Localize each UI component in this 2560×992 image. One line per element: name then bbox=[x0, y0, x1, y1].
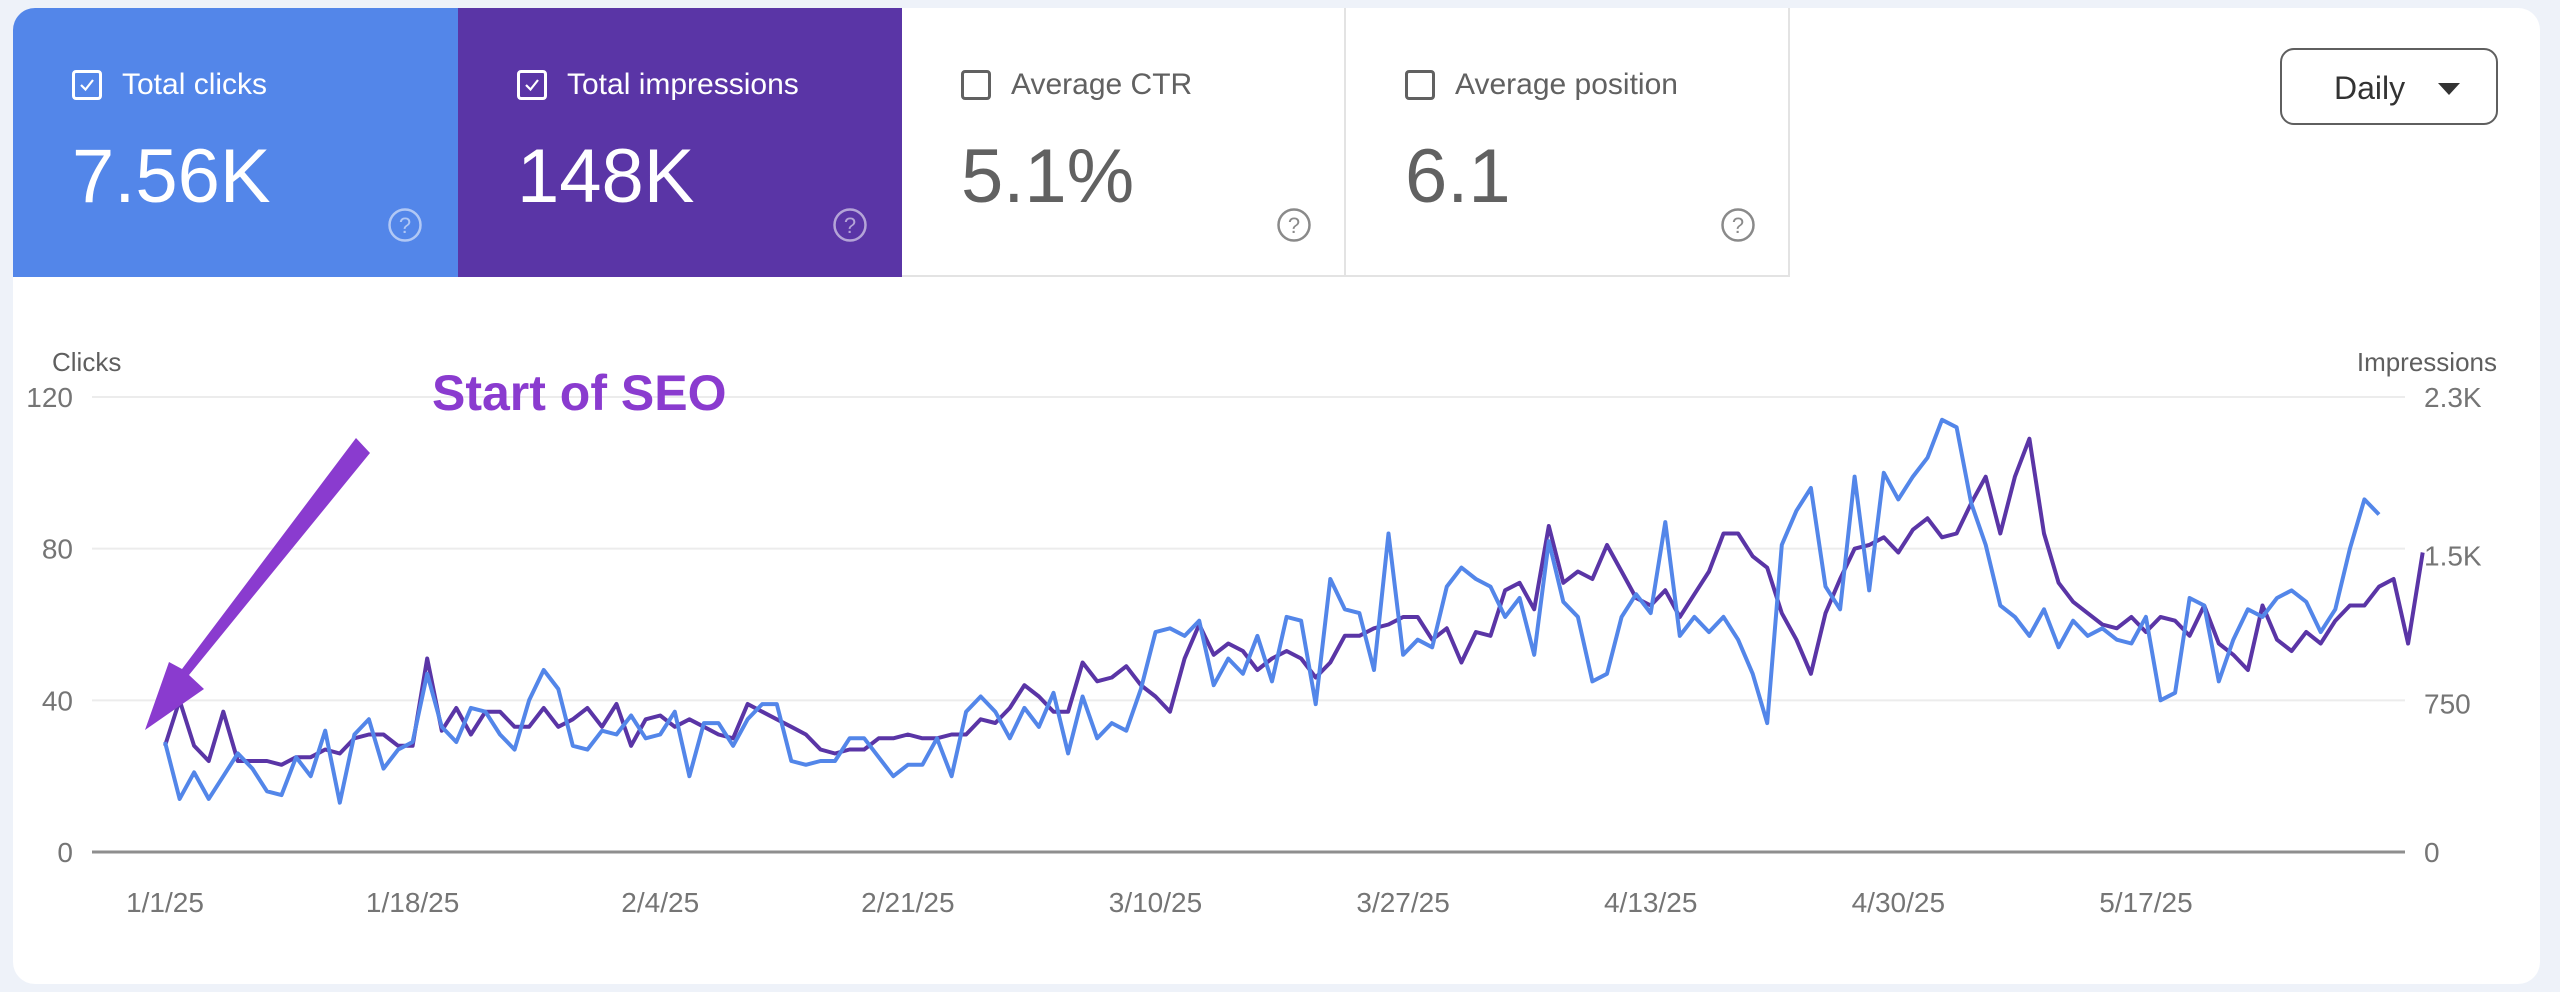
y-left-axis-title: Clicks bbox=[52, 347, 121, 377]
x-tick-label: 3/27/25 bbox=[1356, 887, 1449, 918]
svg-text:?: ? bbox=[844, 213, 856, 238]
svg-text:?: ? bbox=[1732, 213, 1744, 238]
metric-card-total-impressions[interactable]: Total impressions 148K ? bbox=[458, 8, 902, 277]
metric-value: 6.1 bbox=[1405, 134, 1511, 219]
metric-card-average-position[interactable]: Average position 6.1 ? bbox=[1346, 8, 1790, 277]
y-left-tick-label: 40 bbox=[42, 685, 73, 716]
metric-label: Total impressions bbox=[567, 68, 799, 101]
svg-text:?: ? bbox=[1288, 213, 1300, 238]
series-lines bbox=[163, 417, 2425, 805]
series-line-clicks bbox=[163, 417, 2381, 805]
help-circle-icon[interactable]: ? bbox=[387, 207, 423, 243]
y-left-tick-label: 120 bbox=[26, 382, 73, 413]
help-circle-icon[interactable]: ? bbox=[832, 207, 868, 243]
y-right-tick-label: 0 bbox=[2424, 837, 2440, 868]
annotation: Start of SEO bbox=[145, 365, 726, 730]
help-circle-icon[interactable]: ? bbox=[1720, 207, 1756, 243]
y-right-axis-title: Impressions bbox=[2357, 347, 2497, 377]
annotation-label: Start of SEO bbox=[432, 365, 726, 421]
y-right-tick-label: 2.3K bbox=[2424, 382, 2482, 413]
performance-panel: Total clicks 7.56K ? Total impressions 1… bbox=[13, 8, 2540, 984]
gridlines bbox=[92, 396, 2405, 854]
performance-chart: Clicks Impressions 0 40 80 120 0 750 1.5K 2.3K… bbox=[26, 347, 2497, 918]
y-left-tick-label: 80 bbox=[42, 534, 73, 565]
y-right-tick-label: 750 bbox=[2424, 689, 2471, 720]
x-tick-label: 3/10/25 bbox=[1109, 887, 1202, 918]
y-left-tick-label: 0 bbox=[57, 837, 73, 868]
metric-value: 5.1% bbox=[961, 134, 1135, 219]
caret-down-icon bbox=[2438, 83, 2460, 95]
metric-card-average-ctr[interactable]: Average CTR 5.1% ? bbox=[902, 8, 1346, 277]
checkbox-icon[interactable] bbox=[1405, 70, 1435, 100]
x-tick-label: 1/18/25 bbox=[366, 887, 459, 918]
granularity-selected: Daily bbox=[2334, 70, 2406, 106]
y-right-ticks: 0 750 1.5K 2.3K bbox=[2424, 382, 2482, 868]
metric-value: 148K bbox=[517, 134, 695, 219]
checkbox-icon[interactable] bbox=[961, 70, 991, 100]
checkbox-icon[interactable] bbox=[517, 70, 547, 100]
series-line-impressions bbox=[163, 436, 2425, 767]
x-axis-ticks: 1/1/25 1/18/25 2/4/25 2/21/25 3/10/25 3/27/25… bbox=[126, 887, 2193, 918]
y-right-tick-label: 1.5K bbox=[2424, 540, 2482, 571]
x-tick-label: 2/21/25 bbox=[861, 887, 954, 918]
svg-text:?: ? bbox=[399, 213, 411, 238]
y-left-ticks: 0 40 80 120 bbox=[26, 382, 73, 868]
metric-value: 7.56K bbox=[72, 134, 271, 219]
checkbox-icon[interactable] bbox=[72, 70, 102, 100]
series-points-clicks bbox=[164, 419, 2380, 803]
series-points-impressions bbox=[164, 438, 2423, 765]
x-tick-label: 4/30/25 bbox=[1852, 887, 1945, 918]
annotation-arrow-icon bbox=[145, 438, 370, 730]
metric-label: Total clicks bbox=[122, 68, 268, 101]
metric-label: Average position bbox=[1455, 68, 1678, 101]
metric-card-total-clicks[interactable]: Total clicks 7.56K ? bbox=[13, 8, 458, 277]
metric-label: Average CTR bbox=[1011, 68, 1193, 101]
x-tick-label: 5/17/25 bbox=[2099, 887, 2192, 918]
x-tick-label: 4/13/25 bbox=[1604, 887, 1697, 918]
x-tick-label: 1/1/25 bbox=[126, 887, 204, 918]
help-circle-icon[interactable]: ? bbox=[1276, 207, 1312, 243]
granularity-dropdown[interactable]: Daily bbox=[2280, 48, 2498, 125]
x-tick-label: 2/4/25 bbox=[621, 887, 699, 918]
